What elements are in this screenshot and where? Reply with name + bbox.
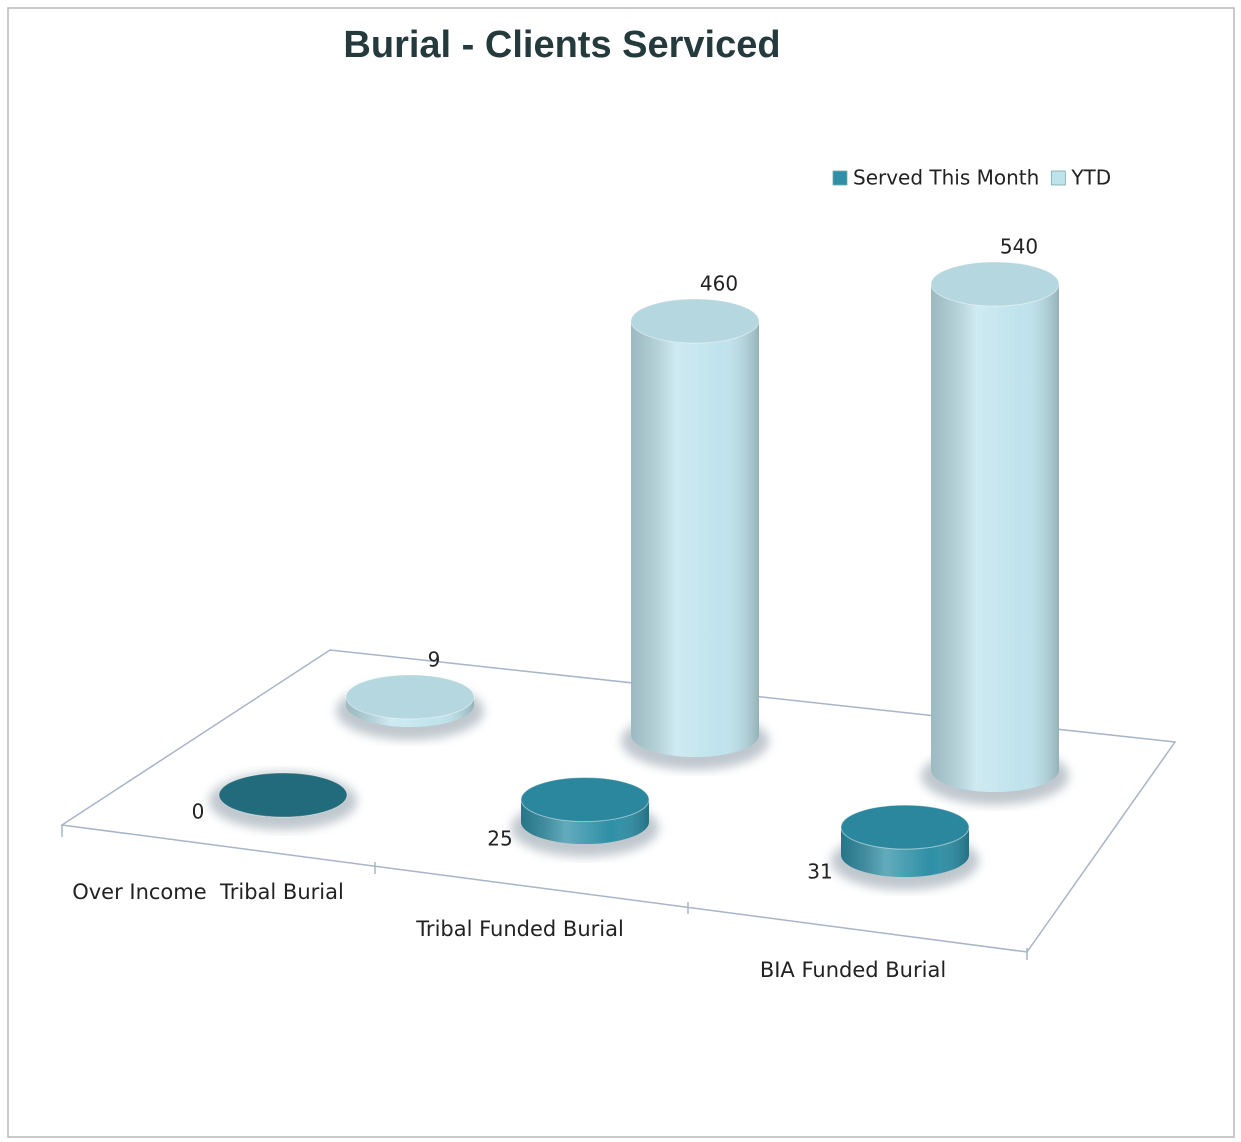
x-tick-label: Over Income Tribal Burial xyxy=(72,880,344,904)
legend-swatch xyxy=(1050,170,1066,186)
cylinder-top-shade xyxy=(631,299,759,343)
legend-label: Served This Month xyxy=(853,166,1039,190)
cylinder-top xyxy=(520,777,650,822)
cylinder-top xyxy=(345,674,475,720)
cylinder-top-shade xyxy=(346,674,474,719)
x-tick-label: BIA Funded Burial xyxy=(760,958,946,982)
cylinder-top-shade xyxy=(219,773,347,817)
data-label: 460 xyxy=(700,272,738,296)
cylinder-top-shade xyxy=(521,777,649,822)
cylinder-shade xyxy=(931,284,1059,792)
cylinder xyxy=(345,674,475,727)
cylinder xyxy=(840,804,970,877)
legend-swatch xyxy=(832,170,848,186)
cylinder-top xyxy=(630,298,760,344)
cylinder xyxy=(630,298,760,757)
cylinder-top-shade xyxy=(841,805,969,850)
legend-label: YTD xyxy=(1070,166,1111,190)
cylinder-top xyxy=(218,772,348,818)
cylinder-shade xyxy=(631,321,759,757)
data-label: 25 xyxy=(487,827,512,851)
chart-frame xyxy=(7,7,1235,1138)
cylinder-top xyxy=(840,804,970,850)
cylinder xyxy=(930,261,1060,792)
cylinder xyxy=(218,772,348,818)
data-label: 0 xyxy=(192,800,205,824)
chart-title: Burial - Clients Serviced xyxy=(343,24,780,66)
data-label: 31 xyxy=(807,860,832,884)
x-tick-label: Tribal Funded Burial xyxy=(415,917,624,941)
cylinder-top xyxy=(930,261,1060,307)
cylinder-top-shade xyxy=(931,262,1059,306)
cylinder xyxy=(520,777,650,844)
data-label: 540 xyxy=(1000,235,1038,259)
data-label: 9 xyxy=(428,647,441,671)
